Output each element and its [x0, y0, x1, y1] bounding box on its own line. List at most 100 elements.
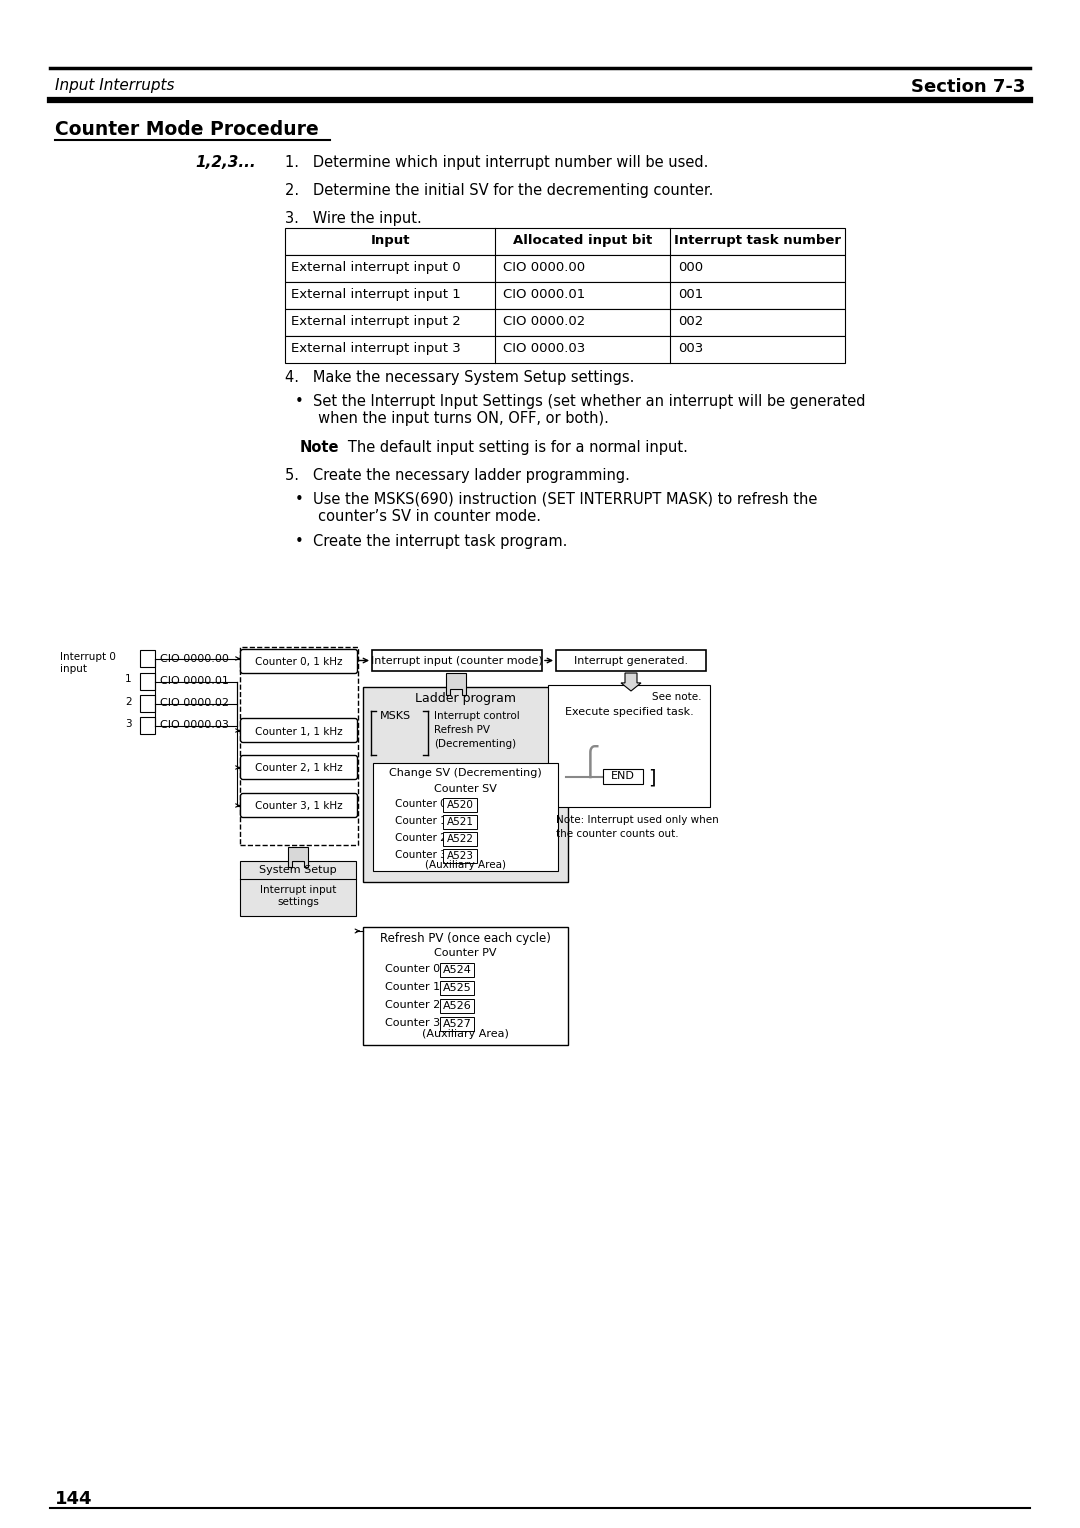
- Text: Counter 0, 1 kHz: Counter 0, 1 kHz: [255, 657, 342, 668]
- Text: 002: 002: [678, 315, 703, 329]
- Bar: [240, 860, 356, 915]
- Bar: [140, 695, 156, 712]
- Text: (Auxiliary Area): (Auxiliary Area): [422, 1028, 509, 1039]
- Text: Counter 3: Counter 3: [395, 850, 447, 860]
- Text: Interrupt control: Interrupt control: [434, 711, 519, 721]
- Text: MSKS: MSKS: [380, 711, 411, 721]
- Text: Counter 2: Counter 2: [384, 999, 441, 1010]
- Text: END: END: [611, 772, 635, 781]
- Text: A520: A520: [446, 801, 473, 810]
- Bar: [140, 672, 156, 691]
- Bar: [443, 833, 477, 847]
- Text: 003: 003: [678, 342, 703, 354]
- Text: CIO 0000.00: CIO 0000.00: [503, 261, 585, 274]
- Text: input: input: [60, 665, 87, 674]
- Text: Counter 1, 1 kHz: Counter 1, 1 kHz: [255, 726, 342, 736]
- Text: 144: 144: [55, 1490, 93, 1508]
- Text: Counter Mode Procedure: Counter Mode Procedure: [55, 121, 319, 139]
- Text: Execute specified task.: Execute specified task.: [565, 707, 693, 717]
- Text: ⎧: ⎧: [580, 746, 600, 778]
- Text: External interrupt input 3: External interrupt input 3: [291, 342, 461, 354]
- Bar: [285, 309, 845, 336]
- Text: CIO 0000.03: CIO 0000.03: [503, 342, 585, 354]
- Text: 5.   Create the necessary ladder programming.: 5. Create the necessary ladder programmi…: [285, 468, 630, 483]
- Bar: [443, 850, 477, 863]
- Bar: [548, 685, 710, 807]
- Text: Note: Interrupt used only when: Note: Interrupt used only when: [556, 814, 719, 825]
- Text: Refresh PV (once each cycle): Refresh PV (once each cycle): [380, 932, 551, 944]
- Text: Ladder program: Ladder program: [415, 692, 516, 704]
- Text: •  Use the MSKS(690) instruction (SET INTERRUPT MASK) to refresh the
     counte: • Use the MSKS(690) instruction (SET INT…: [295, 492, 818, 524]
- Text: Input Interrupts: Input Interrupts: [55, 78, 175, 93]
- Text: (Decrementing): (Decrementing): [434, 740, 516, 749]
- Bar: [285, 255, 845, 283]
- Text: Refresh PV: Refresh PV: [434, 724, 490, 735]
- Text: ]: ]: [648, 769, 656, 788]
- Text: Change SV (Decrementing): Change SV (Decrementing): [389, 769, 542, 778]
- Text: Section 7-3: Section 7-3: [910, 78, 1025, 96]
- Text: 1: 1: [125, 674, 132, 685]
- FancyBboxPatch shape: [241, 755, 357, 779]
- Polygon shape: [446, 672, 465, 695]
- Bar: [440, 1018, 474, 1031]
- Text: Counter 3, 1 kHz: Counter 3, 1 kHz: [255, 802, 342, 811]
- Bar: [285, 228, 845, 255]
- Text: A523: A523: [446, 851, 473, 860]
- FancyBboxPatch shape: [241, 793, 357, 817]
- Bar: [140, 649, 156, 668]
- Bar: [603, 769, 643, 784]
- Bar: [363, 688, 568, 882]
- Polygon shape: [288, 847, 308, 866]
- Text: A525: A525: [443, 983, 471, 993]
- Text: Interrupt generated.: Interrupt generated.: [573, 657, 688, 666]
- Bar: [285, 336, 845, 364]
- Bar: [240, 646, 357, 845]
- Bar: [372, 649, 542, 671]
- Text: Counter SV: Counter SV: [434, 784, 497, 795]
- Text: Allocated input bit: Allocated input bit: [513, 234, 652, 248]
- Text: Interrupt task number: Interrupt task number: [674, 234, 841, 248]
- Text: Interrupt input (counter mode): Interrupt input (counter mode): [372, 657, 543, 666]
- Text: CIO 0000.02: CIO 0000.02: [160, 698, 229, 709]
- Text: 001: 001: [678, 287, 703, 301]
- Text: A526: A526: [443, 1001, 471, 1012]
- Text: 1.   Determine which input interrupt number will be used.: 1. Determine which input interrupt numbe…: [285, 154, 708, 170]
- Bar: [363, 927, 568, 1045]
- Text: Interrupt 0: Interrupt 0: [60, 652, 116, 662]
- Text: Counter 2, 1 kHz: Counter 2, 1 kHz: [255, 764, 342, 773]
- Text: Counter 2: Counter 2: [395, 833, 447, 843]
- Bar: [556, 649, 706, 671]
- Text: 000: 000: [678, 261, 703, 274]
- Text: CIO 0000.02: CIO 0000.02: [503, 315, 585, 329]
- Text: External interrupt input 1: External interrupt input 1: [291, 287, 461, 301]
- Text: Counter 0: Counter 0: [395, 799, 447, 808]
- Text: Counter 1: Counter 1: [395, 816, 447, 827]
- Bar: [440, 963, 474, 976]
- Text: System Setup: System Setup: [259, 865, 337, 876]
- Text: Counter 3: Counter 3: [384, 1018, 441, 1028]
- Text: the counter counts out.: the counter counts out.: [556, 830, 678, 839]
- Text: 4.   Make the necessary System Setup settings.: 4. Make the necessary System Setup setti…: [285, 370, 634, 385]
- FancyBboxPatch shape: [241, 649, 357, 674]
- Text: The default input setting is for a normal input.: The default input setting is for a norma…: [334, 440, 688, 455]
- Bar: [440, 981, 474, 995]
- Bar: [443, 798, 477, 811]
- Text: A521: A521: [446, 817, 473, 827]
- Text: External interrupt input 2: External interrupt input 2: [291, 315, 461, 329]
- Text: 3.   Wire the input.: 3. Wire the input.: [285, 211, 422, 226]
- Text: See note.: See note.: [652, 692, 702, 701]
- Text: 2.   Determine the initial SV for the decrementing counter.: 2. Determine the initial SV for the decr…: [285, 183, 714, 199]
- Text: CIO 0000.00: CIO 0000.00: [160, 654, 229, 663]
- Text: 2: 2: [125, 697, 132, 707]
- Text: Input: Input: [370, 234, 409, 248]
- Text: A522: A522: [446, 834, 473, 843]
- Text: Counter 1: Counter 1: [384, 983, 441, 992]
- Text: •  Set the Interrupt Input Settings (set whether an interrupt will be generated
: • Set the Interrupt Input Settings (set …: [295, 394, 865, 426]
- Bar: [140, 717, 156, 733]
- Text: A527: A527: [443, 1019, 472, 1028]
- Text: •  Create the interrupt task program.: • Create the interrupt task program.: [295, 533, 567, 549]
- Text: Counter PV: Counter PV: [434, 947, 497, 958]
- Text: CIO 0000.01: CIO 0000.01: [503, 287, 585, 301]
- Text: A524: A524: [443, 966, 472, 975]
- Bar: [440, 999, 474, 1013]
